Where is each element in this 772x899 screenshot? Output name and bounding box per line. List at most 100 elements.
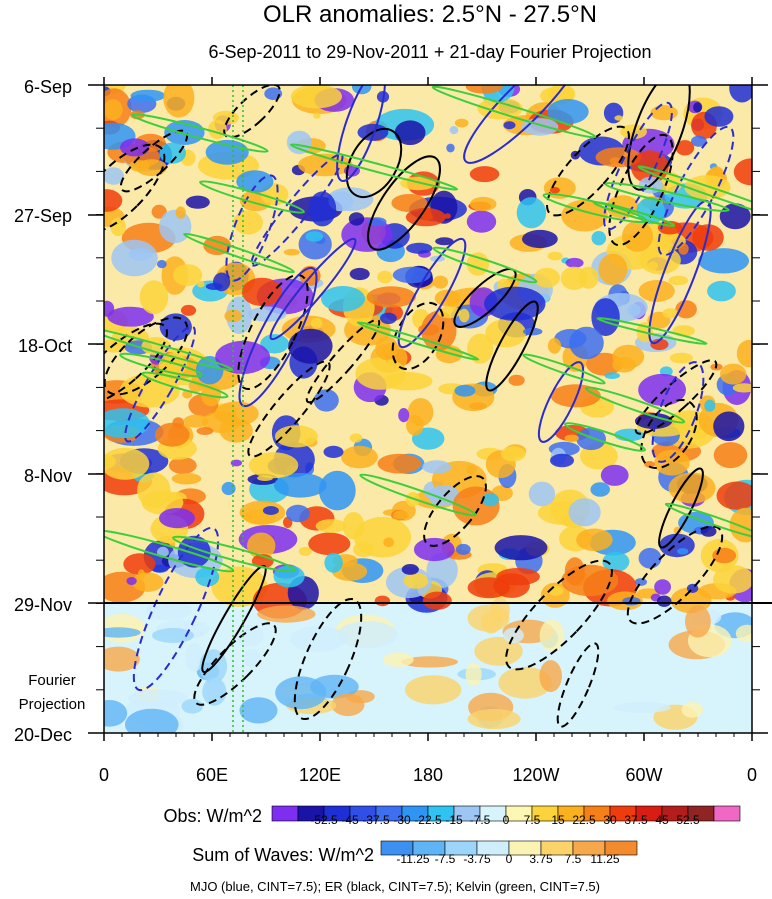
mjo-contour bbox=[225, 174, 279, 282]
olr-anomaly-patch bbox=[215, 340, 271, 374]
olr-anomaly-patch bbox=[313, 112, 321, 119]
x-tick-label-60w: 60W bbox=[625, 765, 662, 785]
olr-anomaly-patch bbox=[274, 425, 318, 448]
olr-anomaly-patch bbox=[713, 565, 752, 594]
olr-anomaly-patch bbox=[576, 427, 606, 451]
olr-anomaly-patch bbox=[380, 312, 397, 324]
olr-anomaly-patch bbox=[308, 532, 351, 556]
obs-colorbar-tick-label: -15 bbox=[445, 813, 463, 827]
x-tick-label-120w: 120W bbox=[512, 765, 559, 785]
wave-sum-patch bbox=[202, 677, 227, 706]
olr-anomaly-patch bbox=[446, 143, 455, 153]
olr-anomaly-patch bbox=[405, 207, 446, 227]
olr-anomaly-patch bbox=[732, 383, 752, 393]
wave-sum-patch bbox=[503, 627, 524, 643]
wave-contour-legend: MJO (blue, CINT=7.5); ER (black, CINT=7.… bbox=[190, 879, 600, 894]
olr-anomaly-patch bbox=[654, 240, 674, 250]
olr-anomaly-patch bbox=[720, 363, 747, 385]
olr-anomaly-patch bbox=[713, 442, 748, 469]
kelvin-contour bbox=[584, 386, 686, 424]
olr-anomaly-patch bbox=[469, 196, 497, 212]
waves-colorbar-labels: -11.25 -7.5 -3.75 0 3.75 7.5 11.25 bbox=[396, 852, 619, 866]
mjo-contour bbox=[124, 325, 196, 443]
olr-anomaly-patch bbox=[465, 85, 503, 94]
olr-anomaly-patch bbox=[111, 239, 158, 277]
olr-anomaly-patch bbox=[656, 595, 672, 607]
olr-anomaly-patch bbox=[120, 138, 150, 157]
olr-anomaly-patch bbox=[704, 399, 716, 412]
wave-sum-patch bbox=[404, 675, 462, 705]
olr-anomaly-patch bbox=[393, 510, 409, 520]
obs-colorbar-label: Obs: W/m^2 bbox=[164, 806, 262, 826]
kelvin-contour bbox=[431, 85, 597, 139]
er-contour bbox=[634, 359, 718, 435]
olr-anomaly-patch bbox=[647, 261, 659, 271]
olr-anomaly-patch bbox=[315, 519, 347, 533]
olr-anomaly-patch bbox=[454, 118, 469, 128]
olr-anomaly-patch bbox=[180, 304, 197, 316]
olr-anomaly-patch bbox=[503, 121, 516, 130]
olr-anomaly-patch bbox=[500, 446, 526, 462]
olr-anomaly-patch bbox=[614, 115, 623, 121]
olr-anomaly-patch bbox=[104, 189, 123, 212]
wave-sum-patch bbox=[181, 699, 203, 714]
olr-anomaly-patch bbox=[239, 500, 286, 525]
olr-anomaly-patch bbox=[713, 411, 745, 442]
olr-anomaly-patch bbox=[175, 206, 186, 219]
olr-anomaly-patch bbox=[355, 357, 406, 390]
olr-anomaly-patch bbox=[351, 85, 372, 95]
wave-sum-patch bbox=[465, 663, 482, 686]
olr-anomaly-patch bbox=[568, 498, 601, 527]
kelvin-contour bbox=[104, 326, 234, 372]
mjo-contour bbox=[651, 361, 705, 463]
olr-anomaly-patch bbox=[508, 374, 525, 386]
olr-anomaly-patch bbox=[698, 248, 749, 274]
olr-anomaly-patch bbox=[298, 546, 312, 557]
kelvin-contour bbox=[432, 246, 538, 284]
wave-sum-patch bbox=[104, 646, 140, 672]
olr-anomaly-patch bbox=[692, 224, 724, 251]
olr-anomaly-patch bbox=[561, 564, 619, 597]
er-contour bbox=[391, 301, 445, 371]
obs-colorbar-tick-label: -7.5 bbox=[470, 813, 491, 827]
olr-anomaly-patch bbox=[129, 160, 150, 172]
olr-anomaly-patch bbox=[434, 289, 461, 307]
y-tick-label-18-oct: 18-Oct bbox=[18, 336, 72, 356]
x-tick-label-0-end: 0 bbox=[747, 765, 757, 785]
olr-anomaly-patch bbox=[349, 267, 370, 281]
kelvin-contour bbox=[359, 473, 477, 517]
projection-label-line1: Fourier bbox=[28, 672, 76, 689]
kelvin-contour bbox=[141, 371, 229, 399]
olr-anomaly-patch bbox=[534, 267, 560, 288]
er-contour bbox=[193, 622, 277, 706]
obs-colorbar-tick-label: -52.5 bbox=[310, 813, 338, 827]
olr-anomaly-patch bbox=[290, 85, 342, 109]
olr-anomaly-patch bbox=[455, 543, 471, 555]
mjo-contour bbox=[132, 526, 220, 692]
olr-anomaly-patch bbox=[273, 565, 305, 588]
olr-anomaly-patch bbox=[684, 175, 731, 200]
olr-anomaly-patch bbox=[634, 413, 673, 429]
olr-anomaly-patch bbox=[691, 135, 707, 147]
olr-anomaly-patch bbox=[675, 300, 697, 319]
olr-anomaly-patch bbox=[668, 472, 716, 504]
mjo-contour bbox=[397, 237, 467, 349]
obs-colorbar-labels: -52.5 -45 -37.5 -30 -22.5 -15 -7.5 0 7.5 15 22.5 30… bbox=[310, 813, 700, 827]
obs-colorbar-tick-label: 7.5 bbox=[524, 813, 541, 827]
mjo-contour bbox=[657, 125, 735, 257]
olr-anomaly-patch bbox=[547, 99, 589, 125]
wave-sum-patch bbox=[243, 649, 261, 668]
olr-anomaly-patch bbox=[308, 191, 337, 227]
olr-anomaly-patch bbox=[673, 526, 682, 535]
olr-anomaly-patch bbox=[482, 492, 499, 507]
olr-anomaly-patch bbox=[283, 248, 300, 256]
wave-sum-patch bbox=[498, 666, 552, 699]
olr-anomaly-patch bbox=[569, 326, 604, 360]
er-contour bbox=[485, 300, 539, 392]
mjo-contour bbox=[463, 85, 583, 164]
x-tick-label-60e: 60E bbox=[196, 765, 228, 785]
olr-anomaly-patch bbox=[549, 187, 560, 194]
kelvin-contour bbox=[604, 182, 730, 212]
er-contour bbox=[119, 129, 189, 193]
